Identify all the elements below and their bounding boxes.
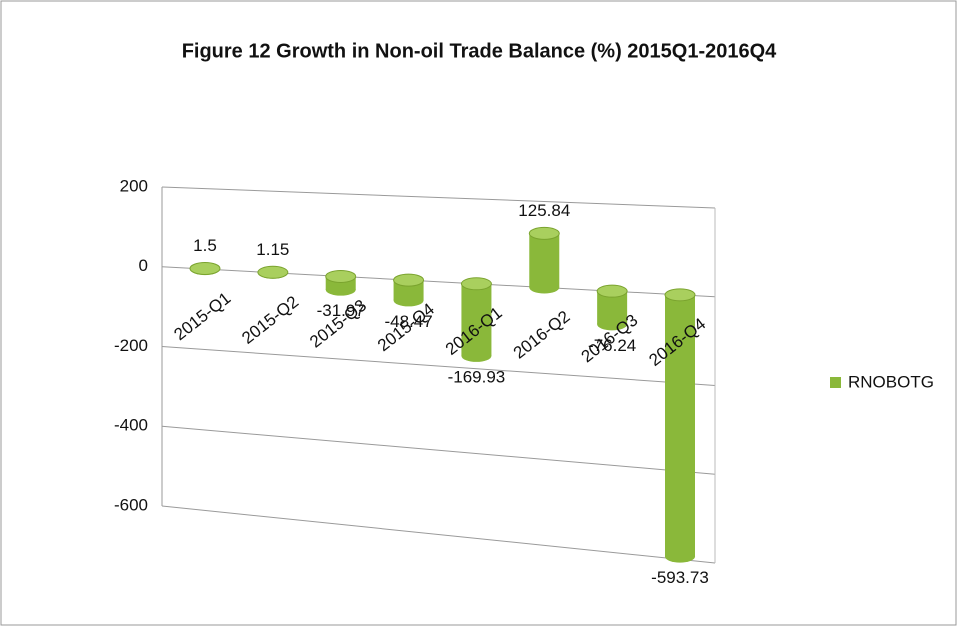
y-tick-label: -400	[114, 416, 148, 435]
grid-line	[161, 186, 716, 209]
y-tick-label: 200	[120, 176, 148, 195]
bar	[596, 284, 628, 331]
legend-swatch	[830, 377, 841, 388]
bar-cap	[325, 269, 357, 283]
bar-cap	[189, 261, 221, 275]
y-tick-label: -600	[114, 495, 148, 514]
bar-cap	[596, 284, 628, 298]
bar	[664, 288, 696, 563]
bar	[460, 277, 492, 362]
bar-cap	[257, 265, 289, 279]
value-label: 125.84	[518, 201, 570, 220]
grid-line	[161, 346, 716, 386]
value-label: -593.73	[651, 568, 709, 587]
bar	[189, 261, 221, 276]
bar	[393, 273, 425, 307]
bar	[325, 269, 357, 296]
grid-line	[161, 425, 716, 475]
bar-body	[665, 294, 695, 557]
value-label: -169.93	[448, 367, 506, 386]
bar-cap	[528, 226, 560, 240]
grid-line	[161, 505, 716, 564]
y-tick-label: 0	[139, 256, 148, 275]
value-label: -31.97	[317, 301, 365, 320]
bar-body	[461, 283, 492, 356]
bar-cap	[664, 288, 696, 302]
bar-body	[529, 233, 560, 288]
value-label: 1.15	[256, 240, 289, 259]
bar	[528, 226, 560, 294]
bar-cap	[460, 277, 492, 291]
value-label: 1.5	[193, 236, 217, 255]
bar-cap	[393, 273, 425, 287]
chart-title: Figure 12 Growth in Non-oil Trade Balanc…	[182, 40, 777, 62]
legend-label: RNOBOTG	[848, 372, 934, 391]
y-tick-label: -200	[114, 336, 148, 355]
value-label: -48.47	[384, 312, 432, 331]
bar	[257, 265, 289, 279]
value-label: -76.24	[588, 336, 636, 355]
